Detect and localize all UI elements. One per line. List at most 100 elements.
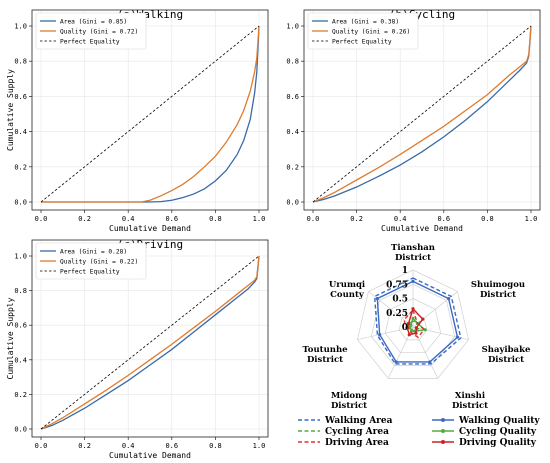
x-tick-label: 0.6 (437, 215, 450, 223)
y-tick-label: 0.0 (14, 199, 27, 207)
radar-spoke (412, 326, 469, 341)
radar-axis-label: District (488, 355, 524, 365)
radar-legend-label: Cycling Quality (459, 427, 537, 437)
legend-label: Area (Gini = 0.28) (60, 248, 127, 255)
radar-r-tick-label: 0.5 (392, 295, 408, 305)
legend: Area (Gini = 0.28) Quality (Gini = 0.22) P… (35, 242, 147, 280)
radar-point (411, 279, 415, 283)
radar-grid-ring (384, 298, 442, 354)
radar-axis-label: County (330, 290, 365, 300)
x-tick-label: 0.0 (35, 442, 48, 450)
radar-axis-label: Xinshi (455, 391, 486, 401)
radar-axis-label: District (452, 401, 488, 411)
legend: Area (Gini = 0.85) Quality (Gini = 0.72) P… (35, 12, 147, 50)
radar-point (421, 317, 425, 321)
radar-point (455, 335, 460, 339)
x-tick-label: 1.0 (253, 442, 266, 450)
x-tick-label: 0.6 (165, 215, 178, 223)
series-line-area (41, 25, 260, 203)
x-tick-label: 0.0 (307, 215, 320, 223)
plot-frame (303, 9, 541, 211)
series-line-quality (312, 25, 532, 203)
radar-legend-label: Cycling Area (325, 427, 389, 437)
y-axis-label: Cumulative Supply (6, 69, 15, 151)
radar-point (378, 333, 382, 337)
radar-axis-label: Urumqi (329, 280, 366, 290)
radar-series-walking-quality (376, 280, 459, 363)
radar-r-tick-label: 0.75 (386, 280, 408, 290)
series-line-quality (40, 255, 260, 430)
radar-point (409, 323, 413, 327)
radar-spoke (412, 326, 439, 379)
radar-axis-label: Tianshan (391, 243, 435, 253)
plot-frame (31, 239, 269, 438)
y-tick-label: 0.2 (14, 391, 27, 399)
radar-grid-ring (357, 269, 469, 379)
y-tick-label: 0.4 (14, 356, 27, 364)
radar-r-tick-label: 0.25 (386, 309, 408, 319)
radar-axis-label: District (307, 355, 343, 365)
y-tick-label: 0.6 (14, 322, 27, 330)
legend-box (35, 12, 147, 50)
radar-chart: 00.250.50.751TianshanDistrictShuimogouDi… (298, 243, 540, 448)
radar-legend-marker (441, 429, 445, 433)
legend-label: Perfect Equality (60, 268, 120, 275)
x-tick-label: 0.2 (78, 442, 91, 450)
radar-point (428, 360, 432, 364)
y-tick-label: 0.2 (14, 163, 27, 171)
x-tick-label: 1.0 (525, 215, 538, 223)
x-tick-label: 0.0 (35, 215, 48, 223)
radar-series-walking-area (373, 277, 462, 365)
radar-point (411, 316, 415, 321)
x-tick-label: 0.4 (122, 442, 135, 450)
y-tick-label: 0.4 (14, 128, 27, 136)
series-line-area (312, 25, 532, 203)
panel-cycling: 0.0 0.2 0.4 0.6 0.8 1.0 0.0 0.2 0.4 0.6 0.8 1.0 Cumu… (286, 8, 541, 233)
radar-axis-label: Shuimogou (471, 280, 525, 290)
radar-spoke (368, 291, 414, 328)
radar-point (405, 326, 410, 330)
legend-label: Quality (Gini = 0.22) (60, 258, 138, 265)
x-axis-label: Cumulative Demand (381, 224, 463, 233)
radar-point (414, 326, 418, 330)
series-line-area (40, 255, 260, 430)
x-tick-label: 0.4 (122, 215, 135, 223)
radar-point (407, 333, 411, 337)
plot-frame (31, 9, 269, 211)
y-tick-label: 0.8 (14, 287, 27, 295)
y-tick-label: 1.0 (286, 23, 299, 31)
radar-r-tick-label: 1 (402, 266, 408, 276)
legend-box (35, 242, 147, 280)
radar-spoke (357, 326, 414, 341)
radar-point (394, 360, 398, 364)
radar-legend-label: Driving Area (325, 438, 389, 448)
legend: Area (Gini = 0.38) Quality (Gini = 0.26) P… (307, 12, 419, 50)
radar-point (406, 321, 411, 326)
radar-point (447, 296, 451, 301)
series-line-perfect (312, 25, 532, 203)
y-tick-label: 0.0 (286, 199, 299, 207)
radar-grid-ring (398, 312, 428, 341)
radar-axis-label: Shayibake (482, 345, 531, 355)
radar-axis-label: Toutunhe (302, 345, 348, 355)
series-line-perfect (40, 255, 260, 430)
legend-label: Quality (Gini = 0.72) (60, 28, 138, 35)
y-tick-label: 0.2 (286, 163, 299, 171)
x-axis-label: Cumulative Demand (109, 451, 191, 460)
x-axis-label: Cumulative Demand (109, 224, 191, 233)
y-tick-label: 0.6 (286, 93, 299, 101)
legend-label: Perfect Equality (60, 38, 120, 45)
radar-legend-marker (441, 440, 445, 444)
radar-point (409, 328, 414, 332)
y-axis-label: Cumulative Supply (6, 297, 15, 379)
y-tick-label: 1.0 (14, 253, 27, 261)
radar-point (375, 296, 379, 301)
radar-legend-label: Walking Quality (458, 416, 540, 426)
y-tick-label: 0.8 (286, 58, 299, 66)
radar-legend-marker (441, 418, 445, 422)
panel-driving: 0.0 0.2 0.4 0.6 0.8 1.0 0.0 0.2 0.4 0.6 0.8 1.0 Cumu… (6, 238, 269, 460)
legend-label: Quality (Gini = 0.26) (332, 28, 410, 35)
legend-label: Area (Gini = 0.85) (60, 18, 127, 25)
x-tick-label: 1.0 (253, 215, 266, 223)
